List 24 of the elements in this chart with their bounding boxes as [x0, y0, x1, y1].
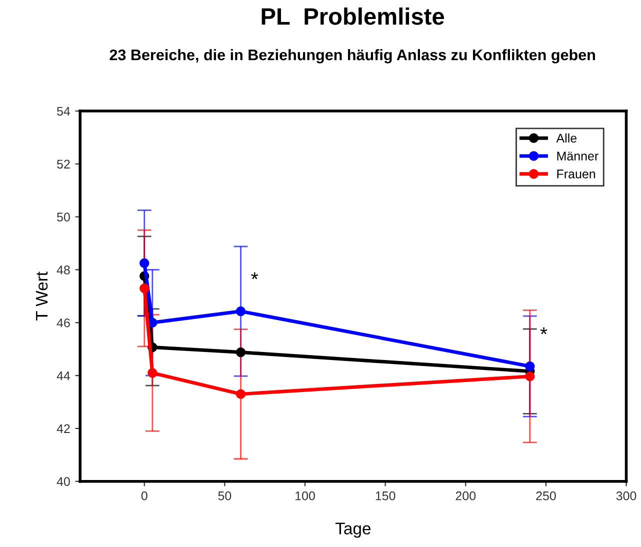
x-tick-label: 0: [141, 491, 148, 500]
y-tick-label: 48: [56, 266, 70, 274]
legend-label: Frauen: [557, 170, 596, 178]
x-tick-label: 200: [456, 491, 476, 500]
annotation: *: [540, 327, 548, 334]
y-axis-title: T Wert: [36, 272, 48, 321]
x-tick-label: 50: [218, 491, 232, 500]
y-tick-label: 44: [56, 371, 70, 380]
y-tick-label: 46: [56, 318, 70, 328]
x-tick-label: 250: [536, 491, 556, 500]
y-tick-label: 50: [57, 212, 70, 222]
x-tick-label: 100: [296, 491, 315, 500]
chart-title: PL Problemliste: [262, 8, 444, 25]
x-tick-label: 150: [376, 491, 396, 500]
x-axis-title: Tage: [336, 522, 371, 538]
y-tick-label: 42: [56, 424, 70, 433]
legend-label: Männer: [557, 152, 598, 160]
chart-subtitle: 23 Bereiche, die in Beziehungen häufig Anlass zu Konflikten geben: [110, 49, 595, 64]
y-tick-label: 40: [56, 477, 70, 486]
y-tick-label: 52: [57, 160, 70, 169]
y-tick-label: 54: [57, 106, 70, 116]
legend-label: Alle: [556, 133, 577, 143]
x-tick-label: 300: [616, 491, 636, 500]
annotation: *: [251, 272, 258, 280]
